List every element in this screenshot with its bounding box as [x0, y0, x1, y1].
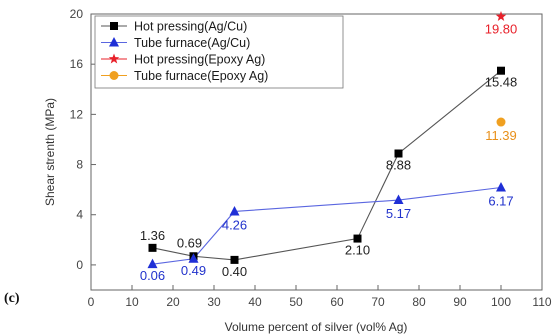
x-tick-label-0: 0	[88, 295, 95, 309]
data-label-s0-p3: 2.10	[345, 243, 370, 258]
x-tick-label-6: 60	[330, 295, 344, 309]
point-s0-p0	[148, 243, 157, 252]
y-tick-label-5: 20	[70, 7, 84, 21]
point-s1-p1	[188, 253, 199, 263]
x-tick-label-11: 110	[532, 295, 551, 309]
data-label-s0-p1: 0.69	[177, 235, 202, 250]
legend-marker-3	[109, 71, 119, 80]
y-tick-label-4: 16	[70, 57, 84, 71]
point-s1-p2	[229, 205, 240, 216]
x-tick-label-8: 80	[412, 295, 426, 309]
x-tick-label-1: 10	[125, 295, 139, 309]
y-tick-label-1: 4	[76, 208, 83, 222]
data-label-s1-p0: 0.06	[140, 268, 165, 283]
x-tick-labels: 0 10 20 30 40 50 60 70 80 90 100 110	[88, 295, 552, 309]
panel-label: (c)	[4, 291, 20, 306]
legend: Hot pressing(Ag/Cu) Tube furnace(Ag/Cu) Ho…	[94, 15, 344, 89]
legend-box	[94, 15, 344, 89]
data-label-s1-p2: 4.26	[222, 217, 247, 232]
data-label-s0-p0: 1.36	[140, 228, 165, 243]
y-tick-label-2: 8	[76, 158, 83, 172]
y-tick-label-3: 12	[70, 107, 84, 121]
axis-ticks	[90, 13, 543, 290]
x-tick-label-9: 90	[453, 295, 467, 309]
legend-marker-2	[108, 53, 120, 64]
point-s0-p2	[230, 255, 239, 264]
x-tick-label-4: 40	[248, 295, 262, 309]
data-label-s1-p1: 0.49	[181, 263, 206, 278]
data-label-s2-p0: 19.80	[485, 22, 518, 37]
point-s2-p0	[495, 11, 507, 21]
point-s0-p3	[353, 234, 362, 243]
y-tick-label-0: 0	[76, 258, 83, 272]
data-label-s0-p5: 15.48	[485, 75, 518, 90]
legend-entry-1: Tube furnace(Ag/Cu)	[134, 36, 250, 50]
data-label-s0-p2: 0.40	[222, 264, 247, 279]
x-tick-label-3: 30	[207, 295, 221, 309]
series-line-0	[152, 70, 502, 261]
series-markers	[147, 11, 507, 269]
data-label-s1-p3: 5.17	[386, 206, 411, 221]
x-tick-label-5: 50	[289, 295, 303, 309]
legend-marker-0	[110, 22, 118, 30]
x-axis-title: Volume percent of silver (vol% Ag)	[225, 320, 408, 334]
x-tick-label-7: 70	[371, 295, 385, 309]
legend-entry-0: Hot pressing(Ag/Cu)	[134, 20, 247, 34]
legend-marker-1	[109, 37, 119, 47]
y-axis-title: Shear strenth (MPa)	[43, 98, 57, 206]
data-labels: 1.36 0.69 0.40 2.10 8.88 15.48 0.06 0.49 4.26 5.1…	[140, 22, 517, 284]
point-s1-p0	[147, 258, 158, 269]
data-label-s1-p4: 6.17	[488, 194, 513, 209]
data-label-s3-p0: 11.39	[485, 128, 517, 143]
point-s3-p0	[496, 117, 506, 127]
point-s0-p5	[497, 66, 505, 75]
point-s1-p3	[393, 194, 404, 205]
x-tick-label-2: 20	[166, 295, 180, 309]
legend-entry-2: Hot pressing(Epoxy Ag)	[134, 53, 265, 67]
point-s1-p4	[496, 182, 506, 192]
legend-entry-3: Tube furnace(Epoxy Ag)	[134, 69, 268, 83]
point-s0-p4	[394, 149, 403, 158]
data-label-s0-p4: 8.88	[386, 158, 411, 173]
x-tick-label-10: 100	[491, 295, 511, 309]
y-tick-labels: 0 4 8 12 16 20	[70, 7, 84, 272]
